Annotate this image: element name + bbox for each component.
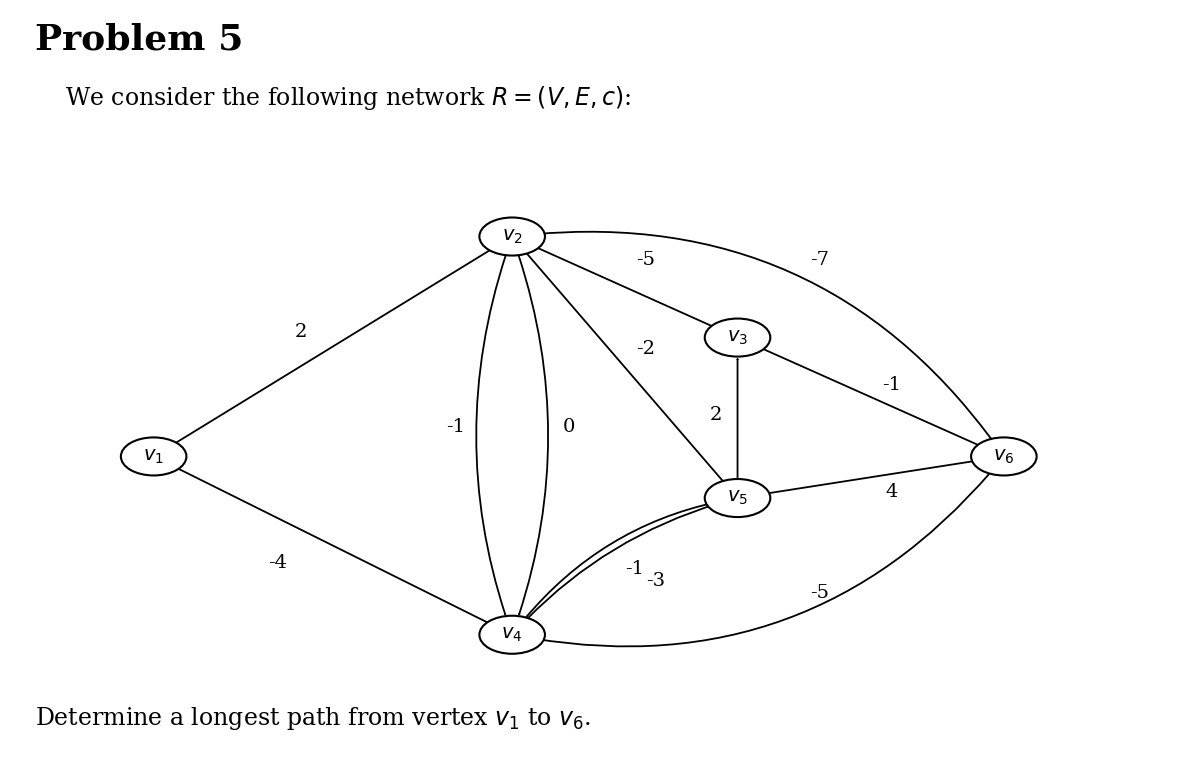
Text: Determine a longest path from vertex $v_1$ to $v_6$.: Determine a longest path from vertex $v_… (35, 705, 591, 732)
Circle shape (479, 616, 545, 654)
Text: -1: -1 (626, 560, 644, 578)
Text: -4: -4 (267, 555, 286, 572)
Circle shape (121, 437, 186, 475)
Text: $\mathit{v}_{6}$: $\mathit{v}_{6}$ (993, 447, 1014, 466)
Text: -1: -1 (446, 418, 465, 436)
FancyArrowPatch shape (534, 472, 991, 646)
Text: -7: -7 (810, 251, 829, 269)
Text: 4: 4 (885, 483, 898, 501)
FancyArrowPatch shape (518, 255, 548, 614)
FancyArrowPatch shape (757, 346, 986, 448)
FancyArrowPatch shape (757, 459, 982, 495)
Text: -1: -1 (881, 376, 901, 394)
FancyArrowPatch shape (476, 255, 505, 614)
Text: We consider the following network $R = (V,E,c)$:: We consider the following network $R = (… (65, 84, 631, 112)
Text: 2: 2 (294, 322, 307, 341)
FancyArrowPatch shape (525, 251, 723, 482)
Text: $\mathit{v}_{4}$: $\mathit{v}_{4}$ (502, 626, 523, 644)
FancyArrowPatch shape (524, 502, 716, 619)
Text: $\mathit{v}_{5}$: $\mathit{v}_{5}$ (727, 489, 748, 507)
Text: $\mathit{v}_{1}$: $\mathit{v}_{1}$ (144, 447, 164, 466)
Circle shape (704, 479, 770, 517)
Circle shape (704, 319, 770, 357)
Text: $\mathit{v}_{3}$: $\mathit{v}_{3}$ (727, 328, 748, 347)
Text: -3: -3 (646, 572, 666, 591)
Circle shape (479, 217, 545, 255)
FancyArrowPatch shape (530, 245, 717, 329)
Text: -5: -5 (810, 584, 829, 602)
Text: 2: 2 (710, 406, 722, 424)
Text: $\mathit{v}_{2}$: $\mathit{v}_{2}$ (502, 227, 523, 245)
FancyArrowPatch shape (171, 248, 494, 446)
FancyArrowPatch shape (527, 504, 719, 619)
FancyArrowPatch shape (172, 466, 492, 626)
Circle shape (971, 437, 1037, 475)
Text: -5: -5 (636, 251, 655, 269)
Text: -2: -2 (636, 341, 655, 358)
FancyArrowPatch shape (532, 232, 991, 439)
Text: 0: 0 (562, 418, 575, 436)
Text: Problem 5: Problem 5 (35, 23, 244, 57)
